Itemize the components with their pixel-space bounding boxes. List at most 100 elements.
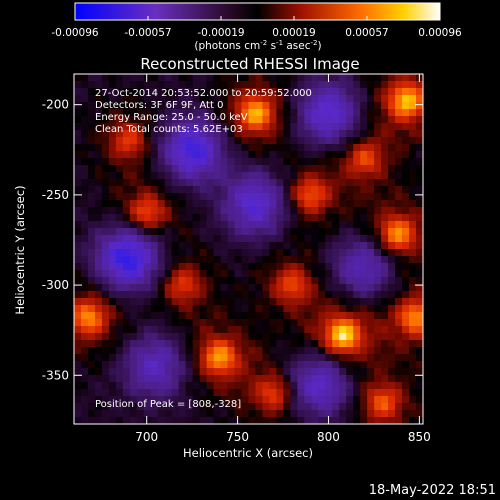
heatmap-cell — [74, 249, 82, 257]
heatmap-cell — [227, 368, 235, 376]
heatmap-cell — [199, 263, 207, 271]
heatmap-cell — [87, 109, 96, 117]
heatmap-cell — [150, 361, 159, 369]
heatmap-cell — [136, 368, 145, 376]
heatmap-cell — [94, 347, 103, 355]
heatmap-cell — [80, 326, 89, 334]
heatmap-cell — [297, 172, 305, 180]
heatmap-cell — [367, 284, 375, 292]
heatmap-cell — [94, 109, 103, 117]
heatmap-cell — [150, 298, 159, 306]
heatmap-cell — [283, 410, 291, 418]
heatmap-cell — [402, 235, 410, 243]
heatmap-cell — [80, 165, 89, 173]
heatmap-cell — [122, 179, 131, 187]
heatmap-cell — [94, 228, 103, 236]
heatmap-cell — [381, 151, 389, 159]
heatmap-cell — [416, 144, 424, 152]
heatmap-cell — [255, 95, 263, 103]
heatmap-cell — [241, 158, 249, 166]
heatmap-cell — [360, 284, 368, 292]
heatmap-cell — [143, 242, 152, 250]
heatmap-cell — [416, 235, 424, 243]
heatmap-cell — [325, 95, 333, 103]
heatmap-cell — [304, 284, 312, 292]
heatmap-cell — [108, 200, 117, 208]
heatmap-cell — [416, 186, 424, 194]
heatmap-cell — [269, 249, 277, 257]
heatmap-cell — [220, 221, 228, 229]
heatmap-cell — [248, 361, 256, 369]
heatmap-cell — [325, 305, 333, 313]
heatmap-cell — [311, 95, 319, 103]
heatmap-cell — [199, 291, 207, 299]
heatmap-cell — [136, 333, 145, 341]
heatmap-cell — [381, 256, 389, 264]
heatmap-cell — [143, 361, 152, 369]
heatmap-cell — [80, 137, 89, 145]
heatmap-cell — [199, 305, 207, 313]
heatmap-cell — [136, 249, 145, 257]
heatmap-cell — [269, 228, 277, 236]
heatmap-cell — [87, 235, 96, 243]
heatmap-cell — [395, 368, 403, 376]
heatmap-cell — [206, 305, 214, 313]
heatmap-cell — [388, 172, 396, 180]
heatmap-cell — [255, 312, 263, 320]
heatmap-cell — [255, 200, 263, 208]
heatmap-cell — [262, 249, 270, 257]
heatmap-cell — [241, 410, 249, 418]
heatmap-cell — [234, 361, 242, 369]
heatmap-cell — [192, 298, 200, 306]
heatmap-cell — [283, 382, 291, 390]
heatmap-cell — [115, 137, 124, 145]
heatmap-cell — [388, 277, 396, 285]
heatmap-cell — [74, 95, 82, 103]
heatmap-cell — [241, 144, 249, 152]
heatmap-cell — [381, 305, 389, 313]
heatmap-cell — [332, 249, 340, 257]
heatmap-cell — [74, 396, 82, 404]
heatmap-cell — [199, 74, 207, 82]
heatmap-cell — [108, 375, 117, 383]
heatmap-cell — [332, 361, 340, 369]
heatmap-cell — [248, 298, 256, 306]
heatmap-cell — [101, 130, 110, 138]
heatmap-cell — [409, 88, 417, 96]
heatmap-cell — [241, 361, 249, 369]
heatmap-cell — [241, 235, 249, 243]
heatmap-cell — [248, 319, 256, 327]
heatmap-cell — [94, 277, 103, 285]
heatmap-cell — [192, 347, 200, 355]
heatmap-cell — [367, 270, 375, 278]
heatmap-cell — [416, 347, 424, 355]
heatmap-cell — [262, 361, 270, 369]
heatmap-cell — [227, 242, 235, 250]
heatmap-cell — [87, 312, 96, 320]
heatmap-cell — [374, 179, 382, 187]
heatmap-cell — [80, 410, 89, 418]
heatmap-cell — [374, 375, 382, 383]
heatmap-cell — [311, 207, 319, 215]
heatmap-cell — [74, 200, 82, 208]
heatmap-cell — [311, 326, 319, 334]
y-axis-label: Heliocentric Y (arcsec) — [13, 185, 27, 314]
heatmap-cell — [241, 151, 249, 159]
heatmap-cell — [178, 347, 186, 355]
heatmap-cell — [332, 137, 340, 145]
heatmap-cell — [108, 130, 117, 138]
heatmap-cell — [227, 102, 235, 110]
heatmap-cell — [276, 221, 284, 229]
heatmap-cell — [227, 207, 235, 215]
heatmap-cell — [360, 151, 368, 159]
heatmap-cell — [74, 221, 82, 229]
heatmap-cell — [94, 340, 103, 348]
heatmap-cell — [122, 277, 131, 285]
heatmap-cell — [227, 417, 235, 425]
heatmap-cell — [178, 298, 186, 306]
heatmap-cell — [332, 375, 340, 383]
heatmap-cell — [241, 81, 249, 89]
heatmap-cell — [255, 410, 263, 418]
heatmap-cell — [290, 312, 298, 320]
heatmap-cell — [332, 214, 340, 222]
